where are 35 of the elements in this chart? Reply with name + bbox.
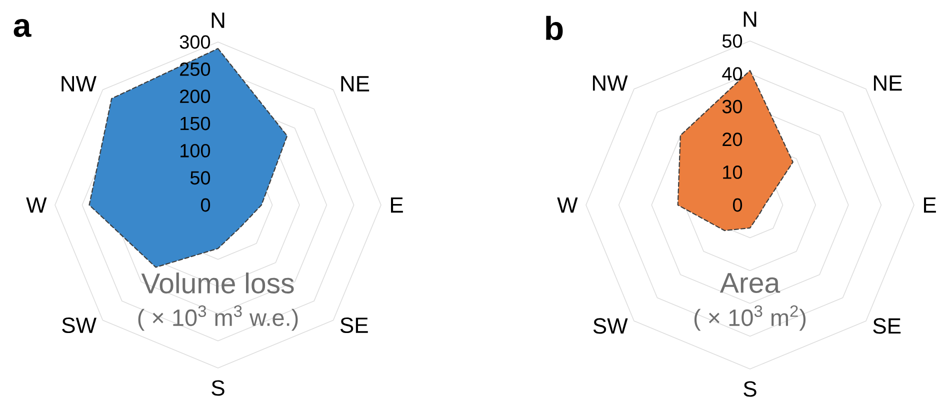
y-tick-label: 0 bbox=[732, 198, 742, 212]
spoke-label: SW bbox=[62, 317, 96, 334]
y-tick-label: 30 bbox=[722, 100, 742, 114]
spoke-label: N bbox=[212, 12, 224, 28]
y-tick-label: 50 bbox=[722, 34, 742, 48]
text: ( × 10$^{3}$ m$^{2}$) bbox=[694, 305, 806, 331]
y-tick-label: 100 bbox=[180, 144, 210, 158]
text: Area bbox=[720, 273, 780, 293]
y-tick-label: 150 bbox=[180, 116, 210, 130]
spoke-label: SE bbox=[873, 318, 901, 334]
spoke-label: W bbox=[26, 197, 47, 213]
spoke-label: S bbox=[212, 380, 224, 396]
y-tick-label: 200 bbox=[180, 90, 210, 104]
y-tick-label: 300 bbox=[180, 35, 210, 49]
chart-title: b bbox=[546, 16, 563, 40]
spoke-label: NW bbox=[592, 75, 628, 91]
spoke-label: W bbox=[557, 197, 578, 213]
spoke-label: E bbox=[924, 197, 936, 213]
spoke-label: SW bbox=[593, 318, 628, 334]
y-tick-label: 0 bbox=[200, 198, 210, 212]
y-tick-label: 40 bbox=[722, 67, 742, 81]
spoke-label: S bbox=[744, 381, 756, 397]
spoke-label: E bbox=[391, 197, 403, 213]
spoke-label: NW bbox=[62, 76, 96, 92]
spoke-label: SE bbox=[340, 317, 368, 334]
spoke-label: NE bbox=[874, 75, 902, 91]
chart-title: a bbox=[14, 18, 32, 38]
y-tick-label: 20 bbox=[722, 132, 742, 146]
text: ( × 10$^{3}$ m$^{3}$ w.e.) bbox=[138, 305, 298, 331]
y-tick-label: 250 bbox=[180, 62, 210, 76]
y-tick-label: 10 bbox=[723, 165, 742, 179]
spoke-label: NE bbox=[341, 76, 370, 92]
text: Volume loss bbox=[141, 272, 294, 294]
spoke-label: N bbox=[744, 12, 756, 27]
y-tick-label: 50 bbox=[190, 171, 210, 185]
